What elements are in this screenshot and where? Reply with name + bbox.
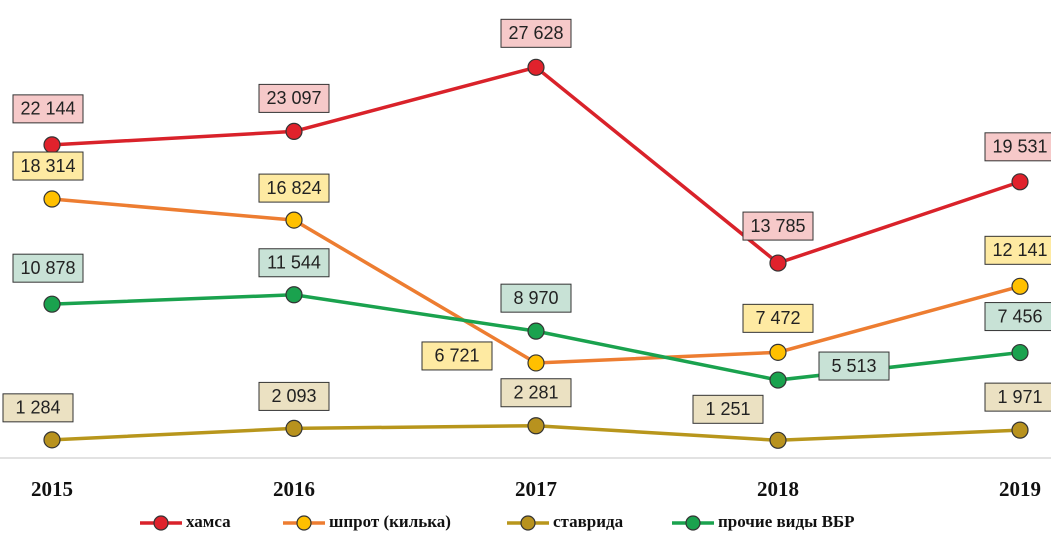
data-label-box bbox=[742, 303, 814, 333]
x-tick-label: 2017 bbox=[515, 477, 557, 501]
marker bbox=[769, 254, 787, 272]
x-tick-label: 2018 bbox=[757, 477, 799, 501]
data-label: 11 544 bbox=[267, 253, 321, 273]
legend-marker bbox=[520, 515, 536, 531]
legend-label: ставрида bbox=[553, 512, 624, 531]
marker bbox=[1011, 277, 1029, 295]
legend-marker bbox=[685, 515, 701, 531]
data-label-box bbox=[258, 83, 330, 113]
legend-label: хамса bbox=[186, 512, 231, 531]
marker bbox=[43, 295, 61, 313]
legend-label: шпрот (килька) bbox=[329, 512, 451, 531]
data-label-box bbox=[258, 248, 330, 278]
data-label: 7 472 bbox=[755, 308, 800, 328]
legend-marker bbox=[296, 515, 312, 531]
marker bbox=[769, 343, 787, 361]
marker bbox=[43, 136, 61, 154]
data-label: 2 281 bbox=[513, 382, 558, 402]
data-label: 6 721 bbox=[434, 346, 479, 366]
data-label-box bbox=[742, 211, 814, 241]
data-label: 2 093 bbox=[271, 386, 316, 406]
legend-marker bbox=[153, 515, 169, 531]
series-line bbox=[51, 65, 1021, 266]
marker bbox=[1011, 421, 1029, 439]
marker bbox=[285, 286, 303, 304]
x-tick-label: 2016 bbox=[273, 477, 315, 501]
x-tick-label: 2019 bbox=[999, 477, 1041, 501]
data-label: 1 284 bbox=[15, 398, 60, 418]
marker bbox=[1011, 173, 1029, 191]
marker bbox=[1011, 343, 1029, 362]
data-label-box bbox=[500, 18, 572, 48]
marker bbox=[769, 371, 787, 389]
data-label-box bbox=[500, 283, 572, 313]
data-label: 18 314 bbox=[20, 156, 75, 176]
data-label-box bbox=[258, 381, 330, 411]
data-label: 13 785 bbox=[750, 216, 805, 236]
data-label-box bbox=[421, 341, 493, 371]
data-label: 16 824 bbox=[266, 178, 321, 198]
data-label-box bbox=[500, 378, 572, 408]
data-label-box bbox=[818, 351, 890, 381]
marker bbox=[527, 417, 545, 435]
marker bbox=[285, 122, 303, 140]
data-label: 19 531 bbox=[992, 137, 1047, 157]
data-label-box bbox=[12, 94, 84, 124]
marker bbox=[285, 419, 303, 438]
data-label: 23 097 bbox=[266, 88, 321, 108]
marker bbox=[285, 211, 303, 229]
marker bbox=[43, 190, 61, 208]
data-label-box bbox=[984, 235, 1051, 265]
data-label: 8 970 bbox=[513, 288, 558, 308]
data-label-box bbox=[2, 393, 74, 423]
marker bbox=[769, 431, 787, 449]
data-label: 7 456 bbox=[997, 306, 1042, 326]
data-label: 22 144 bbox=[20, 99, 75, 119]
data-label-box bbox=[984, 132, 1051, 162]
legend-label: прочие виды ВБР bbox=[718, 512, 855, 531]
data-label: 1 251 bbox=[705, 399, 750, 419]
data-label-box bbox=[12, 253, 84, 283]
data-label: 10 878 bbox=[20, 258, 75, 278]
data-label-box bbox=[12, 151, 84, 181]
data-label-box bbox=[984, 302, 1051, 332]
marker bbox=[527, 354, 545, 372]
data-label: 12 141 bbox=[992, 240, 1047, 260]
data-label-box bbox=[692, 394, 764, 424]
data-label-box bbox=[984, 382, 1051, 412]
marker bbox=[527, 322, 545, 340]
data-label: 5 513 bbox=[831, 356, 876, 376]
data-label-box bbox=[258, 173, 330, 203]
marker bbox=[43, 431, 61, 449]
marker bbox=[527, 58, 545, 76]
data-label: 1 971 bbox=[997, 387, 1042, 407]
data-label: 27 628 bbox=[508, 23, 563, 43]
x-tick-label: 2015 bbox=[31, 477, 73, 501]
